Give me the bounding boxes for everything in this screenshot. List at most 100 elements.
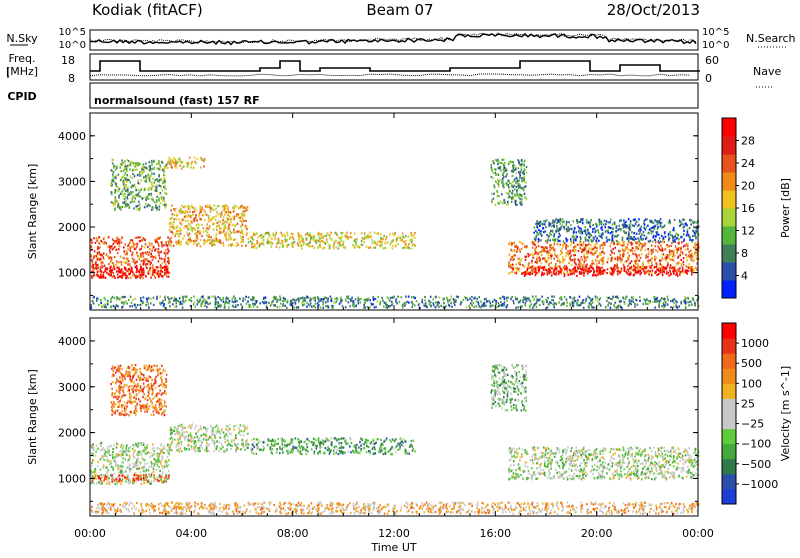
range-cell <box>609 221 611 223</box>
range-cell <box>254 303 256 305</box>
range-cell <box>640 270 642 272</box>
range-cell <box>691 258 693 260</box>
range-cell <box>223 221 225 223</box>
range-cell <box>606 272 608 274</box>
range-cell <box>125 274 127 276</box>
range-cell <box>183 206 185 208</box>
range-cell <box>242 233 244 235</box>
range-cell <box>583 253 585 255</box>
range-cell <box>525 296 527 298</box>
range-cell <box>136 194 138 196</box>
range-cell <box>639 231 641 233</box>
range-cell <box>180 160 182 162</box>
range-cell <box>159 257 161 259</box>
range-cell <box>673 273 675 275</box>
range-cell <box>375 247 377 249</box>
range-cell <box>471 299 473 301</box>
range-cell <box>203 239 205 241</box>
range-cell <box>143 277 145 279</box>
range-cell <box>639 245 641 247</box>
range-cell <box>129 181 131 183</box>
range-cell <box>289 238 291 240</box>
range-cell <box>435 296 437 298</box>
range-cell <box>582 259 584 261</box>
range-cell <box>256 240 258 242</box>
range-cell <box>210 236 212 238</box>
range-cell <box>188 239 190 241</box>
range-cell <box>251 236 253 238</box>
range-cell <box>350 236 352 238</box>
range-cell <box>113 204 115 206</box>
range-cell <box>364 302 366 304</box>
range-cell <box>345 306 347 308</box>
range-cell <box>369 236 371 238</box>
range-cell <box>130 186 132 188</box>
range-cell <box>577 304 579 306</box>
range-cell <box>217 213 219 215</box>
range-cell <box>140 268 142 270</box>
range-cell <box>156 186 158 188</box>
range-cell <box>543 301 545 303</box>
range-cell <box>583 263 585 265</box>
range-cell <box>190 297 192 299</box>
range-cell <box>292 233 294 235</box>
range-cell <box>253 305 255 307</box>
range-cell <box>146 301 148 303</box>
range-cell <box>162 302 164 304</box>
range-cell <box>528 273 530 275</box>
range-cell <box>321 298 323 300</box>
range-cell <box>669 267 671 269</box>
range-cell <box>563 221 565 223</box>
range-cell <box>502 296 504 298</box>
range-cell <box>180 244 182 246</box>
range-cell <box>124 301 126 303</box>
range-cell <box>560 244 562 246</box>
range-cell <box>114 240 116 242</box>
range-cell <box>683 261 685 263</box>
range-cell <box>187 215 189 217</box>
range-cell <box>129 193 131 195</box>
range-cell <box>151 163 153 165</box>
range-cell <box>292 236 294 238</box>
range-cell <box>170 164 172 166</box>
range-cell <box>229 216 231 218</box>
range-cell <box>348 296 350 298</box>
range-cell <box>91 275 93 277</box>
range-cell <box>307 243 309 245</box>
range-cell <box>656 257 658 259</box>
range-cell <box>195 162 197 164</box>
range-cell <box>253 234 255 236</box>
range-cell <box>132 252 134 254</box>
range-cell <box>127 248 129 250</box>
range-cell <box>516 186 518 188</box>
range-cell <box>538 269 540 271</box>
range-cell <box>114 277 116 279</box>
range-cell <box>518 270 520 272</box>
range-cell <box>512 259 514 261</box>
range-cell <box>412 303 414 305</box>
range-cell <box>156 167 158 169</box>
range-cell <box>657 226 659 228</box>
range-cell <box>518 186 520 188</box>
range-cell <box>179 297 181 299</box>
range-cell <box>348 301 350 303</box>
range-cell <box>134 445 136 447</box>
range-cell <box>124 198 126 200</box>
range-cell <box>381 297 383 299</box>
range-cell <box>632 253 634 255</box>
range-cell <box>535 261 537 263</box>
range-cell <box>654 307 656 309</box>
range-cell <box>670 300 672 302</box>
range-cell <box>489 300 491 302</box>
range-cell <box>248 306 250 308</box>
range-cell <box>241 221 243 223</box>
range-cell <box>218 220 220 222</box>
range-cell <box>361 232 363 234</box>
range-cell <box>373 303 375 305</box>
range-cell <box>91 307 93 309</box>
range-cell <box>150 262 152 264</box>
range-cell <box>227 298 229 300</box>
range-cell <box>659 260 661 262</box>
range-cell <box>473 306 475 308</box>
range-cell <box>595 296 597 298</box>
